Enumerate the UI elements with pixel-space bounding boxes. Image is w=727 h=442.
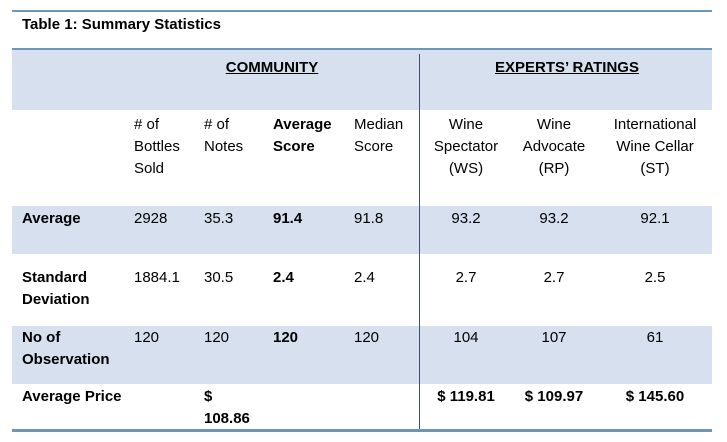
cell-price-rp: $ 109.97 — [524, 388, 584, 405]
row-band-observation — [12, 326, 712, 384]
caption-rule — [12, 48, 712, 50]
bottom-rule — [12, 429, 712, 432]
row-label-standard-deviation: Standard Deviation — [22, 269, 90, 308]
cell-average-avg-score: 91.4 — [273, 210, 303, 227]
cell-sd-st: 2.5 — [644, 269, 666, 286]
table-caption: Table 1: Summary Statistics — [22, 16, 221, 33]
cell-sd-ws: 2.7 — [455, 269, 477, 286]
row-label-observations: No of Observation — [22, 329, 110, 368]
cell-obs-median-score: 120 — [354, 329, 380, 346]
cell-average-median-score: 91.8 — [354, 210, 384, 227]
header-average-score: Average Score — [273, 116, 332, 155]
cell-sd-avg-score: 2.4 — [273, 269, 294, 286]
summary-table: Table 1: Summary Statistics COMMUNITY EX… — [12, 10, 712, 432]
cell-obs-avg-score: 120 — [273, 329, 299, 346]
group-experts-ratings: EXPERTS’ RATINGS — [495, 59, 639, 76]
cell-sd-notes: 30.5 — [204, 269, 234, 286]
cell-sd-rp: 2.7 — [543, 269, 565, 286]
cell-sd-bottles: 1884.1 — [134, 269, 180, 286]
cell-obs-st: 61 — [646, 329, 664, 346]
cell-obs-rp: 107 — [541, 329, 567, 346]
top-rule — [12, 10, 712, 12]
cell-price-st: $ 145.60 — [625, 388, 685, 405]
row-label-average: Average — [22, 210, 81, 227]
row-band-average — [12, 206, 712, 254]
cell-price-notes: $ 108.86 — [204, 388, 250, 427]
header-wine-spectator: Wine Spectator (WS) — [433, 116, 499, 177]
group-header-band — [12, 50, 712, 110]
cell-obs-notes: 120 — [204, 329, 230, 346]
header-wine-advocate: Wine Advocate (RP) — [522, 116, 586, 177]
cell-sd-median-score: 2.4 — [354, 269, 375, 286]
header-notes: # of Notes — [204, 116, 244, 155]
cell-average-ws: 93.2 — [451, 210, 481, 227]
header-median-score: Median Score — [354, 116, 404, 155]
group-divider — [419, 54, 420, 430]
cell-price-ws: $ 119.81 — [437, 388, 495, 405]
group-community: COMMUNITY — [225, 59, 319, 76]
cell-average-notes: 35.3 — [204, 210, 234, 227]
row-label-average-price: Average Price — [22, 388, 122, 405]
header-international-wine-cellar: International Wine Cellar (ST) — [613, 116, 697, 177]
cell-average-st: 92.1 — [640, 210, 670, 227]
cell-average-rp: 93.2 — [539, 210, 569, 227]
cell-average-bottles: 2928 — [134, 210, 168, 227]
cell-obs-ws: 104 — [453, 329, 479, 346]
cell-obs-bottles: 120 — [134, 329, 160, 346]
header-bottles-sold: # of Bottles Sold — [134, 116, 180, 177]
